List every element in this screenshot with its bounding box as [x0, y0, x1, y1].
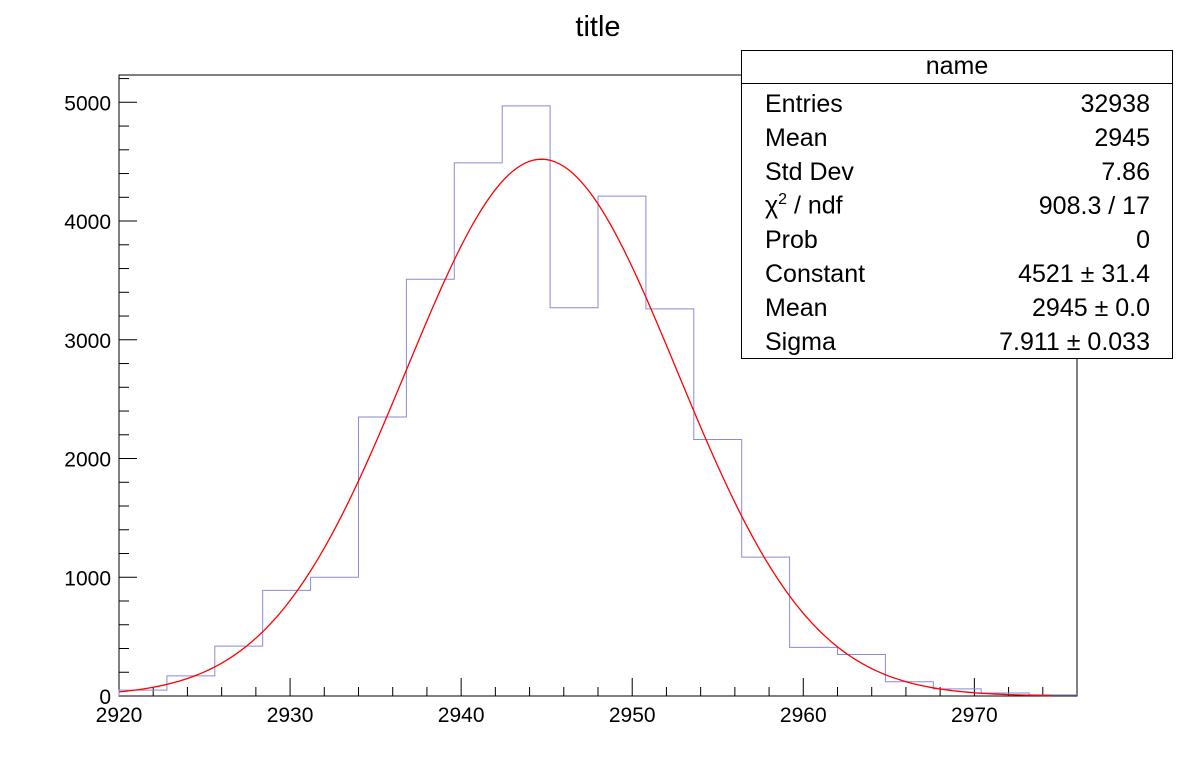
histogram-bin: [502, 106, 550, 696]
stats-value: 7.911 ± 0.033: [999, 327, 1150, 356]
stats-row: Std Dev 7.86: [765, 155, 1150, 189]
histogram-bin: [790, 647, 838, 696]
stats-label: χ2 / ndf: [765, 191, 843, 220]
stats-value: 7.86: [1101, 157, 1150, 186]
y-tick-label: 3000: [64, 330, 111, 353]
x-tick-label: 2950: [609, 704, 656, 727]
histogram-bin: [263, 590, 311, 696]
chart-title: title: [575, 11, 620, 43]
y-tick-label: 4000: [64, 211, 111, 234]
stats-label: Mean: [765, 123, 828, 152]
stats-value: 908.3 / 17: [1038, 191, 1150, 220]
histogram-bin: [454, 163, 502, 696]
histogram-bin: [646, 309, 694, 696]
histogram-bin: [359, 417, 407, 696]
x-axis: 2920 2930 2940 2950 2960 2970: [96, 678, 1078, 727]
y-tick-label: 2000: [64, 449, 111, 472]
histogram-bin: [598, 196, 646, 696]
stats-row: Sigma 7.911 ± 0.033: [765, 325, 1150, 359]
histogram-bin: [885, 682, 933, 696]
stats-row: Constant 4521 ± 31.4: [765, 257, 1150, 291]
x-tick-label: 2930: [267, 704, 314, 727]
y-axis: 0 1000 2000 3000 4000 5000: [64, 78, 137, 709]
histogram-bin: [694, 440, 742, 696]
chi-superscript: 2: [778, 191, 788, 209]
stats-row: Mean 2945: [765, 121, 1150, 155]
y-tick-label: 1000: [64, 567, 111, 590]
stats-value: 4521 ± 31.4: [1018, 259, 1150, 288]
x-tick-label: 2940: [438, 704, 485, 727]
histogram-bin: [838, 654, 886, 696]
y-tick-label: 5000: [64, 92, 111, 115]
histogram-bin: [742, 557, 790, 696]
stats-label: Sigma: [765, 327, 836, 356]
y-tick-label: 0: [99, 686, 111, 709]
histogram-outline: [118, 105, 1077, 696]
stats-label: Constant: [765, 259, 866, 288]
stats-value: 32938: [1080, 89, 1150, 118]
stats-label: Mean: [765, 293, 828, 322]
stats-label: Std Dev: [765, 157, 854, 186]
x-tick-label: 2920: [96, 704, 143, 727]
histogram-bin: [311, 577, 359, 696]
stats-row: Mean 2945 ± 0.0: [765, 291, 1150, 325]
gaussian-fit-curve: [118, 158, 1052, 697]
stats-box-title: name: [742, 51, 1172, 84]
x-tick-label: 2970: [951, 704, 998, 727]
histogram-bin: [406, 279, 454, 696]
stats-row: χ2 / ndf 908.3 / 17: [765, 189, 1150, 223]
stats-row: Prob 0: [765, 223, 1150, 257]
stats-value: 2945: [1094, 123, 1150, 152]
stats-value: 2945 ± 0.0: [1032, 293, 1150, 322]
stats-box: name Entries 32938 Mean 2945 Std Dev 7.86 χ2 /…: [741, 50, 1173, 359]
ndf-label: / ndf: [787, 191, 843, 220]
x-tick-label: 2960: [780, 704, 827, 727]
histogram-bin: [550, 308, 598, 696]
chi-symbol: χ: [765, 191, 779, 220]
stats-label: Prob: [765, 225, 818, 254]
stats-value: 0: [1136, 225, 1150, 254]
histogram-bin: [167, 676, 215, 696]
stats-label: Entries: [765, 89, 843, 118]
stats-row: Entries 32938: [765, 87, 1150, 121]
